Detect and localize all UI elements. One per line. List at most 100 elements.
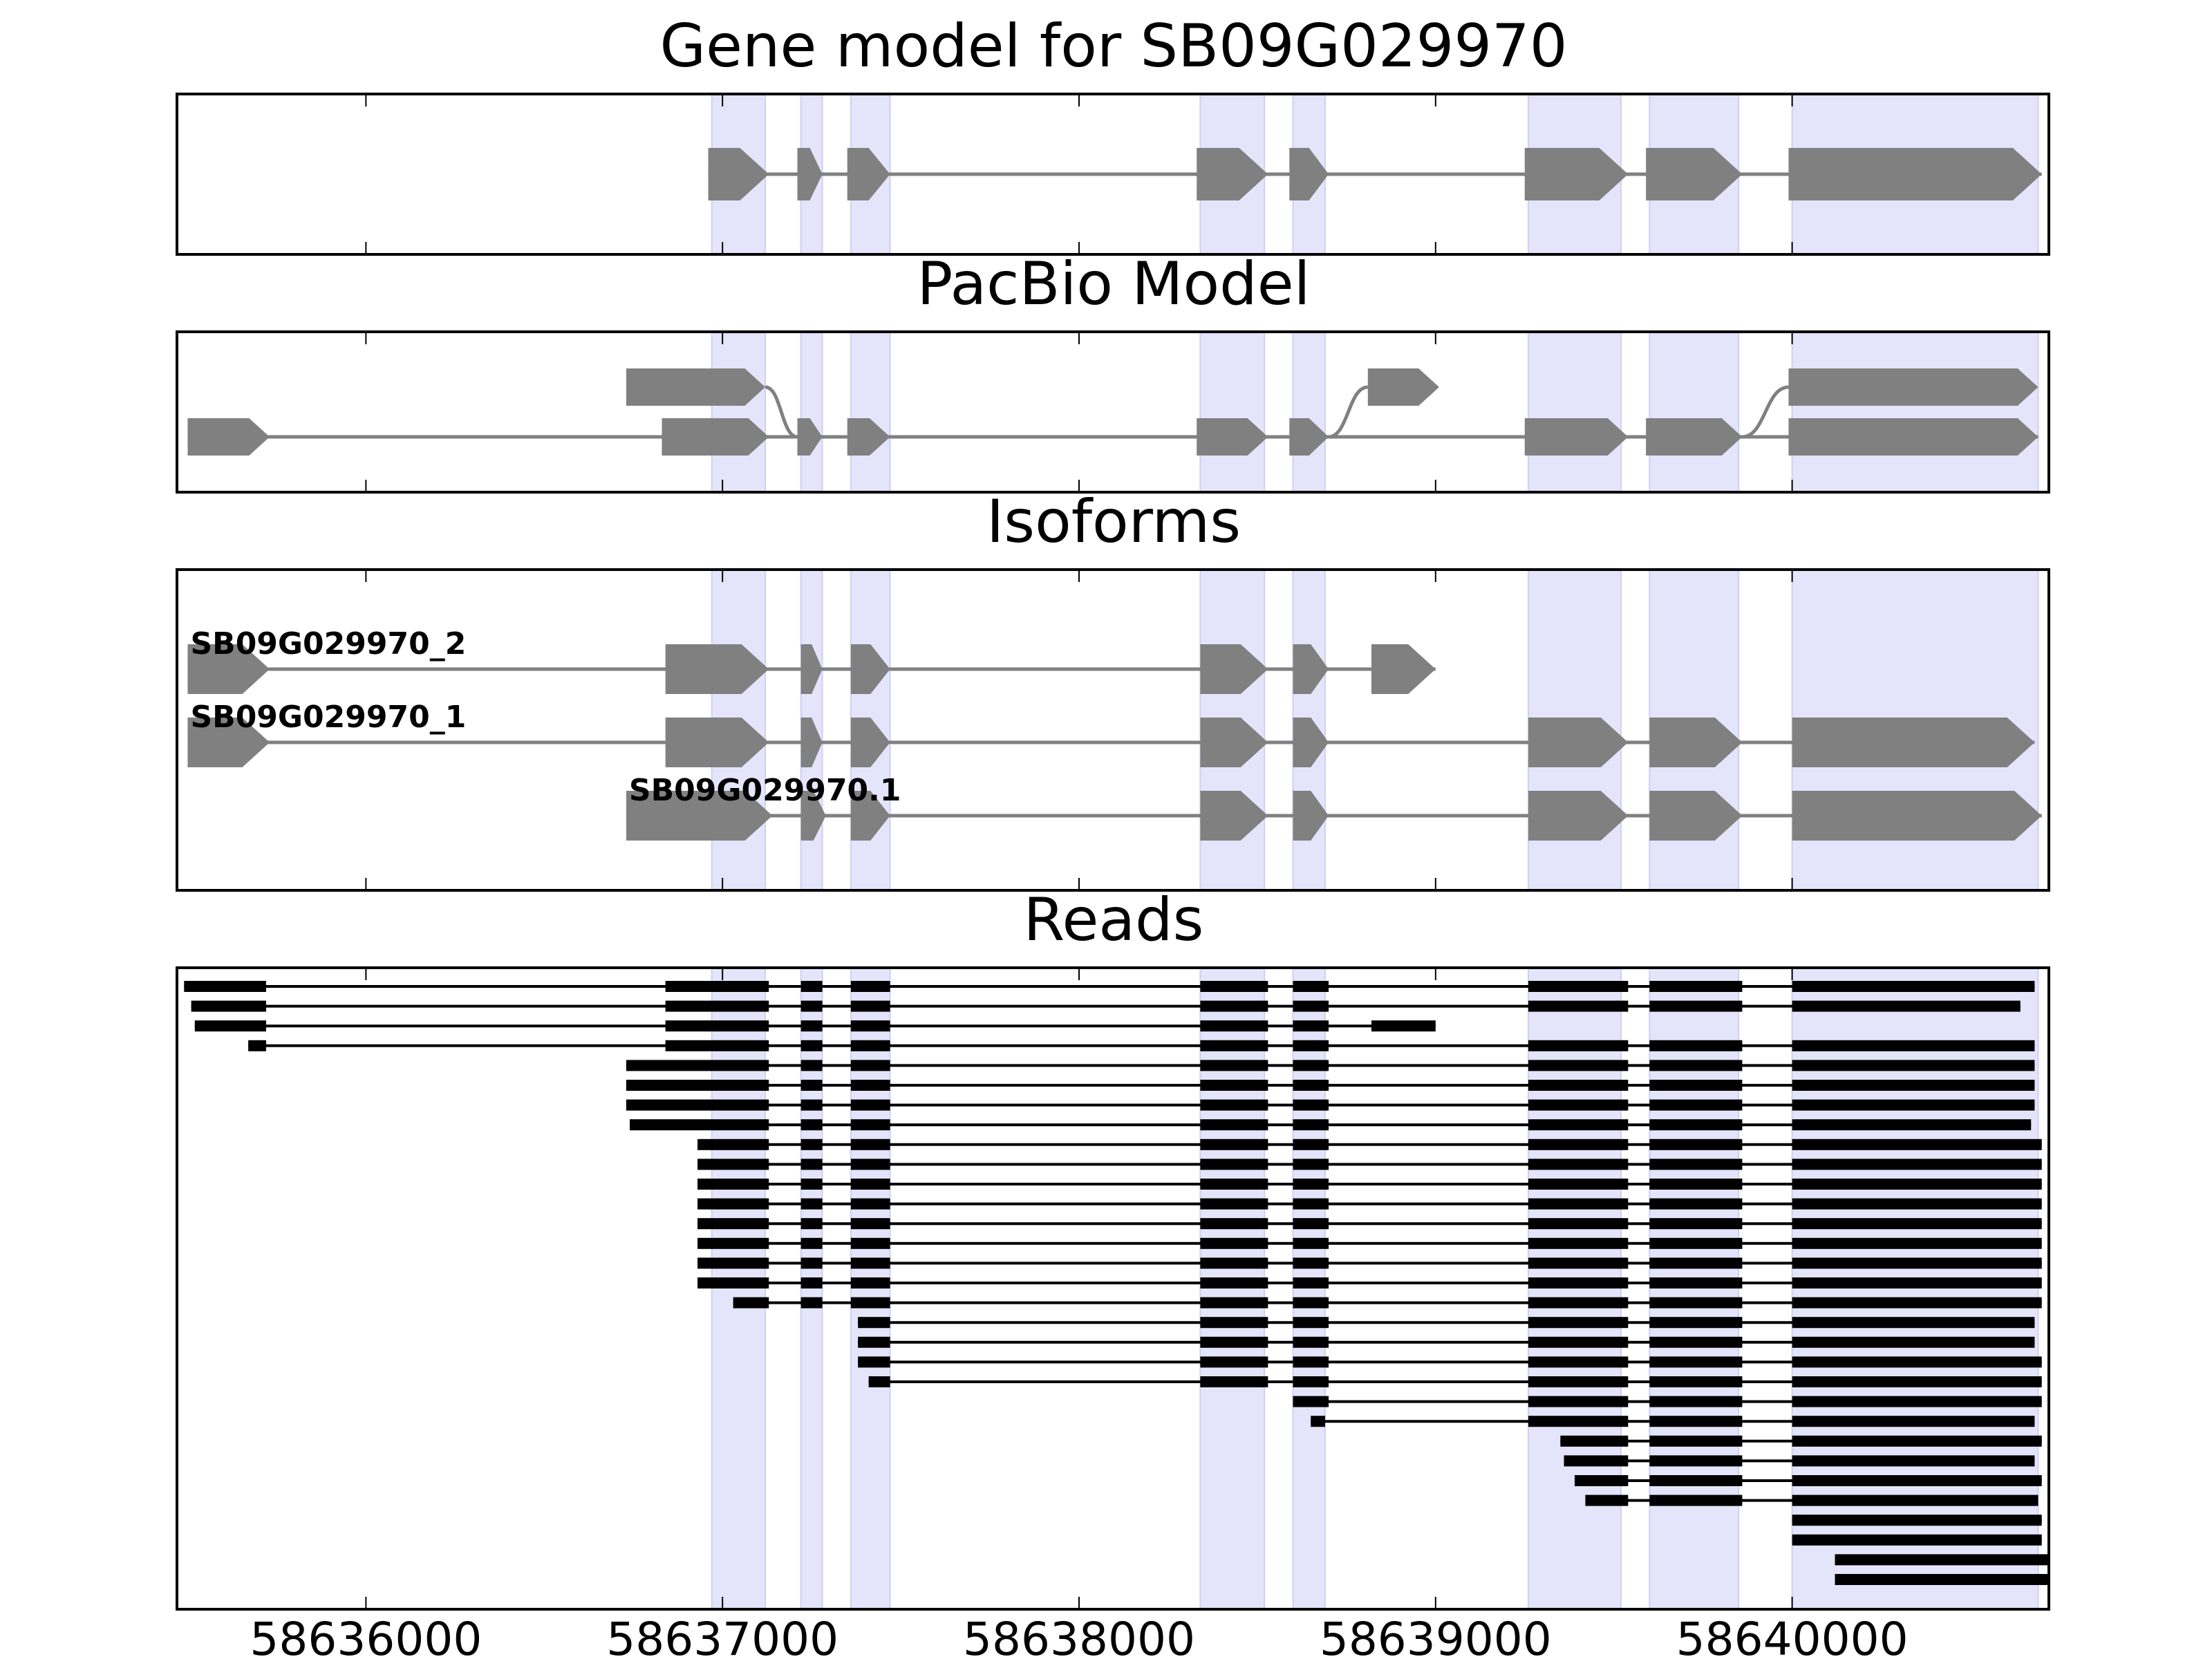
read-block	[1649, 1277, 1743, 1288]
read-block	[665, 981, 769, 992]
read-block	[1528, 1179, 1629, 1190]
pacbio-model-axes-frame	[176, 330, 2050, 494]
read-block	[1649, 1099, 1743, 1111]
exon-arrow	[1649, 791, 1743, 841]
read-block	[1371, 1020, 1436, 1032]
gene-model-panel	[176, 93, 2050, 256]
isoforms-panel: SB09G029970_2 SB09G029970_1 SB09G029970.1	[176, 568, 2050, 892]
read-block	[1528, 1040, 1629, 1051]
exon-region-shade	[1649, 331, 1740, 493]
read-block	[1792, 1416, 2035, 1427]
exon-region-shade	[1527, 331, 1622, 493]
exon-arrow	[847, 148, 890, 200]
exon-arrow	[1524, 148, 1629, 200]
read-block	[1649, 1218, 1743, 1230]
exon-arrow	[1646, 418, 1743, 456]
gene-model-axes-frame	[176, 93, 2050, 256]
exon-arrow	[800, 718, 823, 767]
read-block	[1293, 1396, 1329, 1407]
read-block	[1528, 1000, 1629, 1012]
exon-arrow	[850, 718, 890, 767]
read-block	[1528, 1277, 1629, 1288]
read-block	[1293, 1060, 1329, 1071]
read-block	[1528, 1159, 1629, 1170]
read-block	[1528, 1257, 1629, 1269]
read-block	[1792, 1159, 2042, 1170]
splice-connector	[1742, 385, 1789, 439]
exon-arrow	[1200, 718, 1268, 767]
read-block	[1293, 1020, 1329, 1032]
exon-arrow	[187, 644, 270, 694]
read-block	[800, 1237, 823, 1249]
read-block	[1293, 1237, 1329, 1249]
exon-arrow	[1289, 148, 1329, 200]
isoforms-axes-frame	[176, 568, 2050, 892]
read-block	[1649, 981, 1743, 992]
read-block	[1835, 1574, 2049, 1585]
read-block	[800, 1060, 823, 1071]
read-block	[1528, 1396, 1629, 1407]
read-block	[697, 1179, 769, 1190]
read-block	[1528, 1099, 1629, 1111]
exon-arrow	[1792, 718, 2035, 767]
read-block	[1792, 1317, 2035, 1329]
exon-arrow	[1293, 644, 1329, 694]
read-block	[1200, 1277, 1268, 1288]
read-block	[1528, 981, 1629, 992]
read-block	[800, 1099, 823, 1111]
read-block	[1792, 1237, 2042, 1249]
read-block	[1200, 1297, 1268, 1309]
x-tick-label: 58636000	[250, 1613, 482, 1659]
read-block	[1585, 1494, 1629, 1506]
exon-arrow	[850, 791, 890, 841]
read-block	[1792, 1396, 2042, 1407]
exon-arrow	[662, 418, 769, 456]
read-block	[800, 1159, 823, 1170]
read-block	[800, 1080, 823, 1091]
read-block	[800, 1040, 823, 1051]
read-block	[248, 1040, 266, 1051]
read-block	[626, 1099, 769, 1111]
read-block	[1792, 1494, 2038, 1506]
exon-region-shade	[1791, 331, 2039, 493]
read-block	[1528, 1237, 1629, 1249]
read-block	[1649, 1416, 1743, 1427]
isoforms-title: Isoforms	[986, 487, 1241, 556]
exon-arrow	[1792, 791, 2042, 841]
exon-arrow	[1528, 791, 1629, 841]
read-block	[1528, 1297, 1629, 1309]
read-block	[1528, 1138, 1629, 1150]
read-block	[1792, 1198, 2042, 1210]
read-block	[1311, 1416, 1325, 1427]
read-block	[1200, 1336, 1268, 1348]
exon-arrow	[1649, 718, 1743, 767]
exon-arrow	[1367, 368, 1439, 406]
read-block	[1200, 1218, 1268, 1230]
read-block	[1649, 1356, 1743, 1368]
splice-connector	[1328, 385, 1369, 439]
read-block	[850, 1020, 890, 1032]
read-block	[1293, 1000, 1329, 1012]
read-block	[1792, 1297, 2042, 1309]
read-block	[1200, 1138, 1268, 1150]
exon-arrow	[1293, 791, 1329, 841]
read-block	[858, 1317, 890, 1329]
read-block	[1792, 1040, 2035, 1051]
read-block	[1293, 1159, 1329, 1170]
read-block	[1293, 1040, 1329, 1051]
read-block	[850, 1159, 890, 1170]
read-block	[1792, 1376, 2042, 1387]
read-block	[1792, 1336, 2035, 1348]
read-block	[1293, 1138, 1329, 1150]
exon-arrow	[1788, 148, 2042, 200]
pacbio-model-panel	[176, 330, 2050, 494]
read-block	[1792, 1356, 2042, 1368]
read-block	[1649, 1237, 1743, 1249]
read-block	[800, 1000, 823, 1012]
read-block	[1200, 1257, 1268, 1269]
read-block	[800, 1277, 823, 1288]
read-block	[665, 1040, 769, 1051]
read-block	[1792, 1080, 2035, 1091]
read-block	[858, 1336, 890, 1348]
